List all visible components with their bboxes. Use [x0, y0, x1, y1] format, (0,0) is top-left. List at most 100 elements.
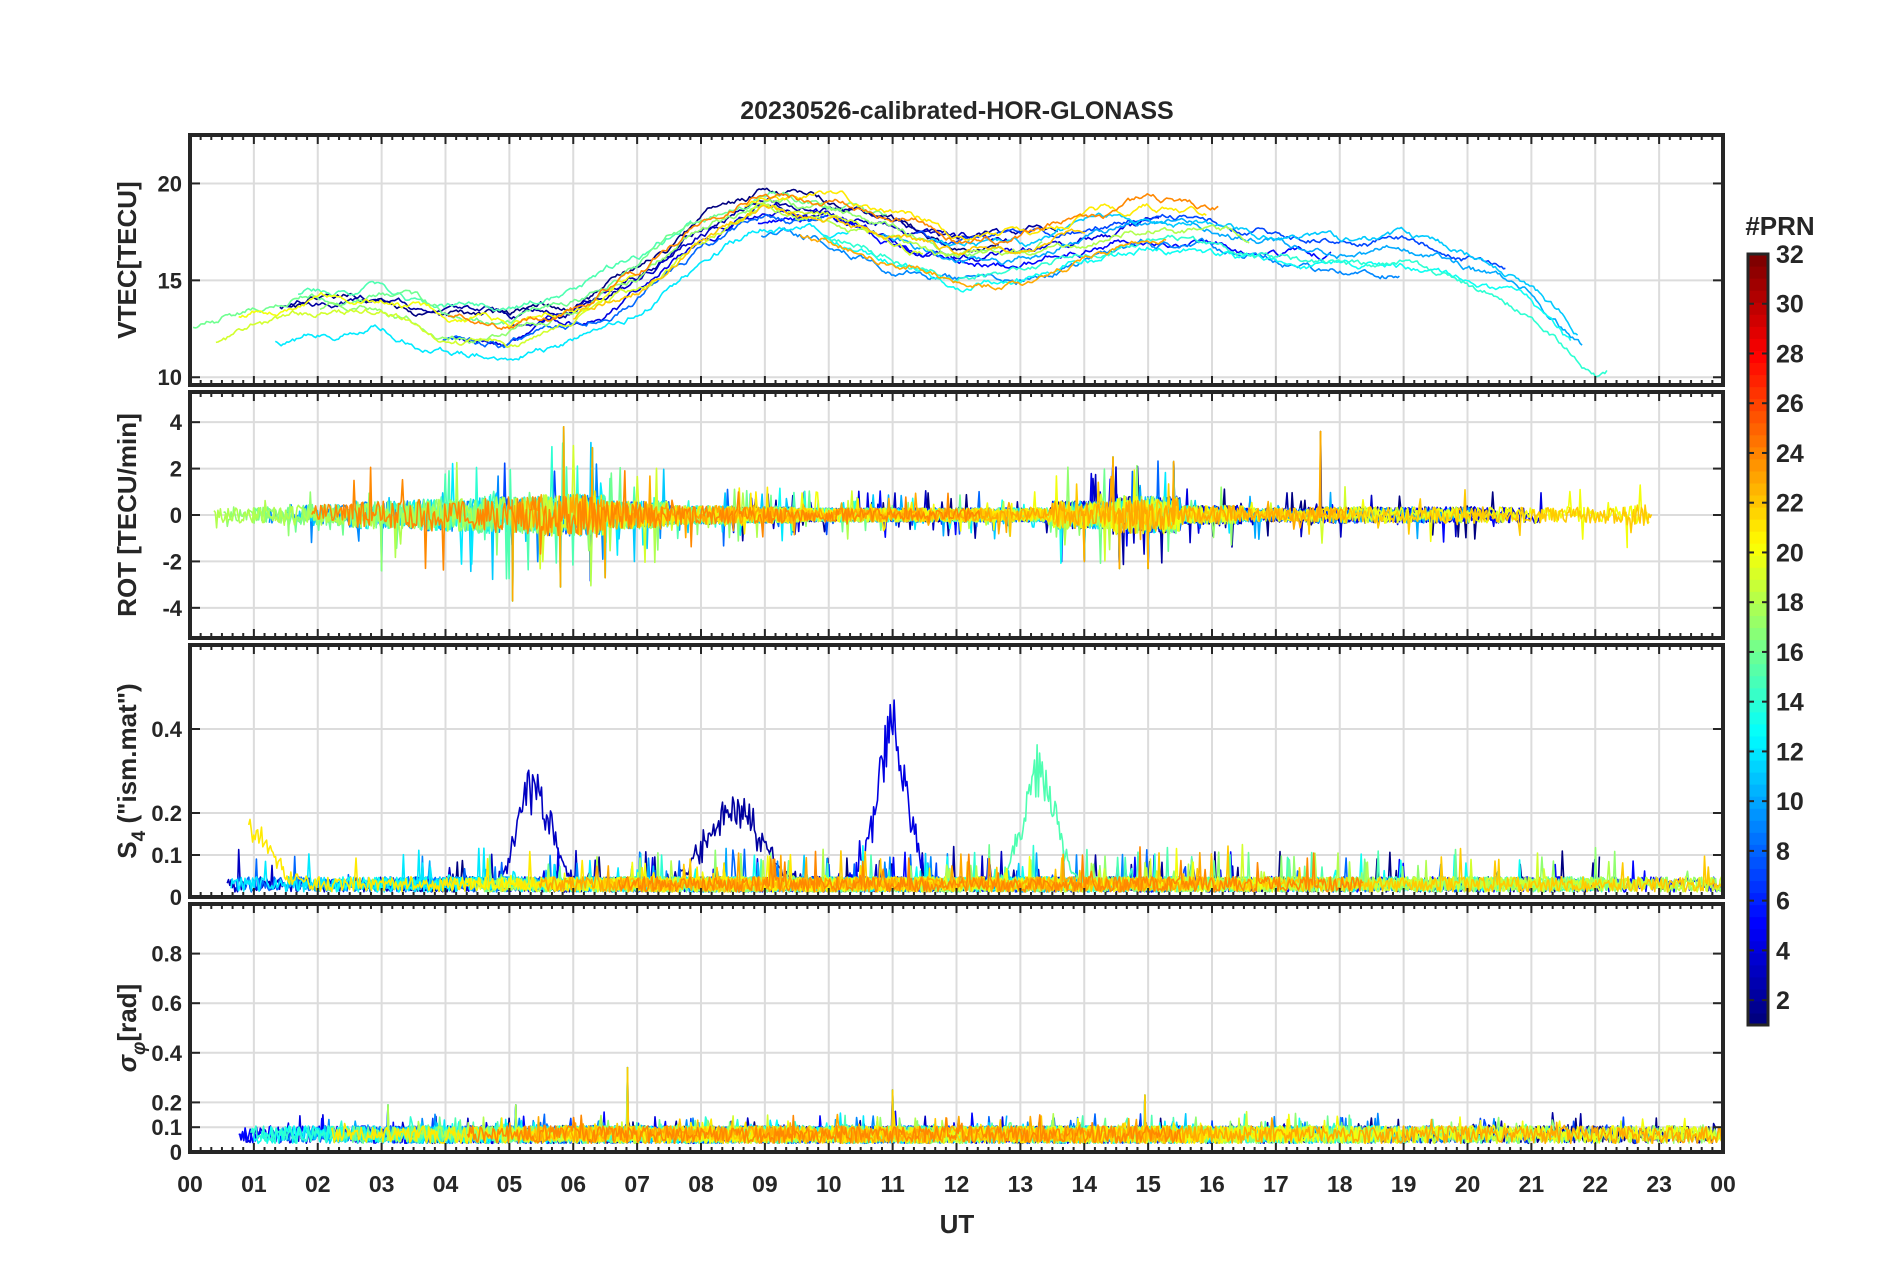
colorbar-tick-label: 6	[1776, 888, 1790, 916]
series-prn-21	[744, 190, 1207, 241]
colorbar-segment	[1748, 735, 1768, 749]
colorbar-tick-label: 28	[1776, 340, 1804, 368]
x-tick-label: 04	[433, 1171, 459, 1197]
colorbar-segment	[1748, 759, 1768, 773]
x-tick-label: 20	[1455, 1171, 1481, 1197]
series-prn-10	[880, 217, 1583, 346]
y-axis-label: VTEC[TECU]	[112, 181, 142, 338]
y-tick-label: 20	[158, 171, 182, 196]
colorbar-segment	[1748, 470, 1768, 484]
series-prn-24	[466, 1114, 1183, 1144]
series-prn-15	[298, 220, 692, 312]
y-tick-label: 0	[170, 1140, 182, 1165]
y-tick-label: -2	[162, 549, 182, 574]
colorbar-segment	[1748, 747, 1768, 761]
colorbar-segment	[1748, 266, 1768, 279]
colorbar-segment	[1748, 410, 1768, 424]
colorbar-segment	[1748, 326, 1768, 339]
x-tick-label: 00	[1710, 1171, 1736, 1197]
x-ticks	[189, 904, 1714, 1152]
y-tick-label: 0	[170, 503, 182, 528]
x-ticks	[189, 392, 1714, 638]
series-group	[192, 187, 1608, 378]
colorbar-segment	[1748, 892, 1768, 906]
x-tick-label: 17	[1263, 1171, 1289, 1197]
colorbar-segment	[1748, 615, 1768, 629]
colorbar-segment	[1748, 446, 1768, 460]
colorbar-segment	[1748, 904, 1768, 918]
series-prn-16	[192, 191, 888, 329]
y-tick-label: 0.1	[151, 843, 182, 868]
x-axis-label: UT	[940, 1209, 975, 1239]
series-prn-24	[311, 466, 981, 571]
colorbar-tick-label: 2	[1776, 987, 1790, 1015]
colorbar-segment	[1748, 350, 1768, 364]
colorbar-tick-label: 32	[1776, 241, 1804, 269]
x-tick-label: 15	[1135, 1171, 1161, 1197]
y-tick-label: 0.1	[151, 1115, 182, 1140]
y-tick-label: -4	[162, 596, 182, 621]
colorbar-tick-label: 30	[1776, 291, 1804, 319]
series-group	[226, 699, 1723, 893]
x-tick-label: 23	[1646, 1171, 1672, 1197]
colorbar-segment	[1748, 362, 1768, 376]
colorbar-segment	[1748, 940, 1768, 954]
colorbar-segment	[1748, 699, 1768, 713]
colorbar-segment	[1748, 832, 1768, 845]
colorbar-segment	[1748, 506, 1768, 520]
colorbar-segment	[1748, 868, 1768, 882]
grid	[190, 645, 1723, 898]
x-tick-label: 13	[1008, 1171, 1034, 1197]
series-prn-22	[572, 204, 1086, 320]
colorbar-tick-label: 14	[1776, 689, 1804, 717]
x-tick-label: 06	[560, 1171, 586, 1197]
colorbar-segment	[1748, 651, 1768, 665]
colorbar-tick-label: 16	[1776, 639, 1804, 667]
colorbar-segment	[1748, 338, 1768, 351]
colorbar-segment	[1748, 314, 1768, 327]
colorbar-tick-label: 22	[1776, 490, 1804, 518]
x-tick-label: 14	[1071, 1171, 1097, 1197]
colorbar-segment	[1748, 796, 1768, 809]
colorbar-segment	[1748, 772, 1768, 785]
colorbar-segment	[1748, 398, 1768, 412]
series-prn-24	[447, 192, 1219, 331]
colorbar-segment	[1748, 591, 1768, 604]
colorbar-segment	[1748, 567, 1768, 580]
panel-rot: -4 -2 0 2 4 ROT [TECU/min]	[112, 390, 1725, 640]
chart-title: 20230526-calibrated-HOR-GLONASS	[740, 97, 1173, 125]
y-tick-label: 15	[158, 268, 182, 293]
series-prn-7	[915, 213, 1506, 270]
x-tick-label: 16	[1199, 1171, 1225, 1197]
colorbar-segment	[1748, 519, 1768, 532]
series-prn-11	[926, 212, 1579, 336]
series-group	[213, 426, 1653, 602]
colorbar-segment	[1748, 639, 1768, 653]
x-tick-label: 12	[944, 1171, 970, 1197]
x-tick-label: 09	[752, 1171, 778, 1197]
colorbar-tick-label: 20	[1776, 539, 1804, 567]
x-tick-label: 08	[688, 1171, 714, 1197]
series-prn-19	[215, 202, 924, 349]
x-tick-label: 02	[305, 1171, 331, 1197]
colorbar-segment	[1748, 711, 1768, 725]
y-tick-label: 10	[158, 365, 182, 390]
series-prn-13	[822, 237, 1572, 341]
series-prn-8	[442, 213, 827, 349]
colorbar-segment	[1748, 543, 1768, 556]
x-tick-label: 18	[1327, 1171, 1353, 1197]
series-prn-5	[757, 213, 1332, 269]
x-tick-label: 10	[816, 1171, 842, 1197]
x-ticks	[189, 645, 1714, 897]
colorbar-segment	[1748, 290, 1768, 303]
colorbar-tick-label: 4	[1776, 937, 1790, 965]
colorbar-segment	[1748, 952, 1768, 966]
x-tick-label: 07	[624, 1171, 650, 1197]
colorbar-segment	[1748, 254, 1768, 267]
series-prn-23	[799, 234, 1167, 291]
colorbar-label: #PRN	[1745, 211, 1814, 241]
colorbar-segment	[1748, 386, 1768, 400]
colorbar-segment	[1748, 603, 1768, 617]
